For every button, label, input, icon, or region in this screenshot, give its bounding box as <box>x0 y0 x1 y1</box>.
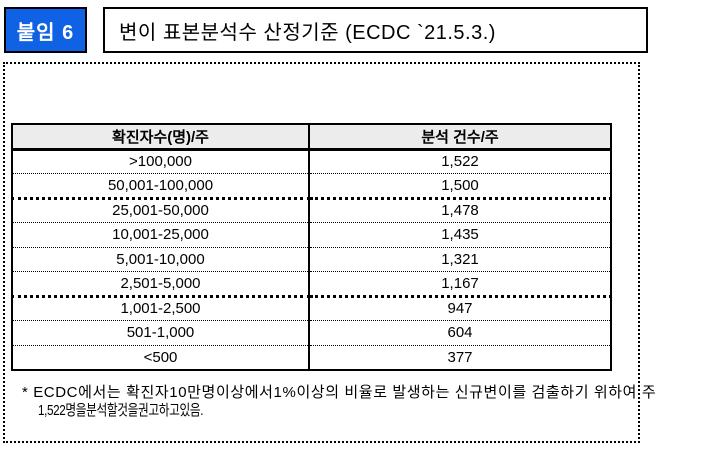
analyses-cell: 1,500 <box>309 173 611 198</box>
table-row: 50,001-100,000 1,500 <box>12 173 611 198</box>
table-row: >100,000 1,522 <box>12 149 611 174</box>
column-header-cases: 확진자수(명)/주 <box>12 124 310 151</box>
content-frame <box>3 62 640 443</box>
footnote-line-2: 1,522명을분석할것을권고하고있음. <box>38 402 204 419</box>
page-title: 변이 표본분석수 산정기준 (ECDC `21.5.3.) <box>119 21 496 44</box>
attachment-badge-label: 붙임 6 <box>16 21 75 44</box>
column-header-analyses: 분석 건수/주 <box>309 124 611 151</box>
cases-cell: >100,000 <box>12 149 310 174</box>
table-row: 2,501-5,000 1,167 <box>12 271 611 296</box>
table-row: <500 377 <box>12 344 611 370</box>
table-row: 25,001-50,000 1,478 <box>12 196 611 223</box>
analysis-criteria-table: 확진자수(명)/주 분석 건수/주 >100,000 1,522 50,001-10… <box>11 123 612 371</box>
table-row: 1,001-2,500 947 <box>12 294 611 321</box>
cases-cell: 10,001-25,000 <box>12 222 310 247</box>
analyses-cell: 1,522 <box>441 153 479 171</box>
table-body: >100,000 1,522 50,001-100,000 1,500 25,001-5… <box>12 149 611 370</box>
analyses-cell: 377 <box>309 344 611 370</box>
footnote-line-1: * ECDC에서는 확진자10만명이상에서1%이상의 비율로 발생하는 신규변이… <box>22 384 657 401</box>
cases-cell: 50,001-100,000 <box>12 173 310 198</box>
cases-cell: <500 <box>12 344 310 370</box>
analyses-cell: 1,435 <box>309 222 611 247</box>
cases-cell: 5,001-10,000 <box>12 246 310 272</box>
cases-cell: 2,501-5,000 <box>12 271 310 296</box>
analyses-cell: 1,478 <box>309 196 611 223</box>
cases-cell: 501-1,000 <box>12 320 310 345</box>
attachment-badge: 붙임 6 <box>4 7 87 53</box>
analyses-cell: 1,321 <box>309 246 611 272</box>
table-header: 확진자수(명)/주 분석 건수/주 <box>12 124 611 151</box>
cases-cell: 25,001-50,000 <box>12 196 310 223</box>
analyses-cell: 947 <box>309 294 611 321</box>
table-header-row: 확진자수(명)/주 분석 건수/주 <box>12 124 611 151</box>
table-row: 5,001-10,000 1,321 <box>12 246 611 272</box>
analyses-cell: 604 <box>309 320 611 345</box>
cases-cell: 1,001-2,500 <box>12 294 310 321</box>
title-box: 변이 표본분석수 산정기준 (ECDC `21.5.3.) <box>103 7 648 53</box>
analyses-cell: 1,167 <box>309 271 611 296</box>
table-row: 501-1,000 604 <box>12 320 611 345</box>
table-row: 10,001-25,000 1,435 <box>12 222 611 247</box>
